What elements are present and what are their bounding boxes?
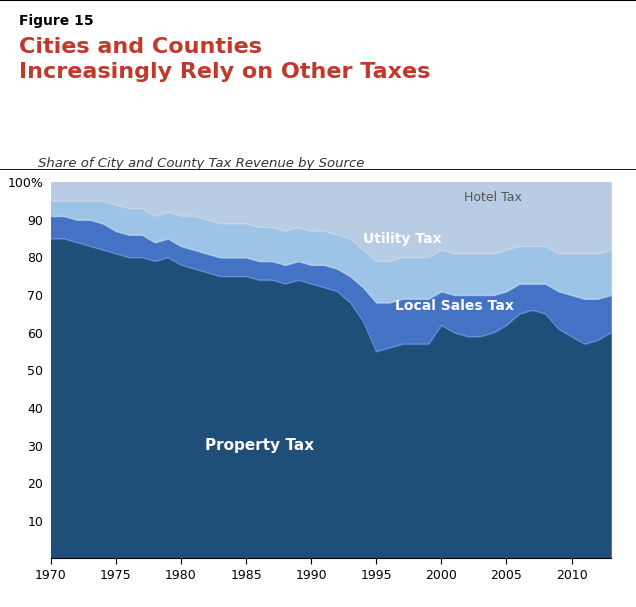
Text: Share of City and County Tax Revenue by Source: Share of City and County Tax Revenue by … — [38, 157, 364, 170]
Text: Cities and Counties
Increasingly Rely on Other Taxes: Cities and Counties Increasingly Rely on… — [19, 38, 431, 82]
Text: Property Tax: Property Tax — [205, 438, 314, 453]
Text: Hotel Tax: Hotel Tax — [464, 191, 522, 204]
Text: Figure 15: Figure 15 — [19, 13, 93, 27]
Text: Local Sales Tax: Local Sales Tax — [395, 299, 514, 313]
Text: Utility Tax: Utility Tax — [363, 231, 441, 246]
